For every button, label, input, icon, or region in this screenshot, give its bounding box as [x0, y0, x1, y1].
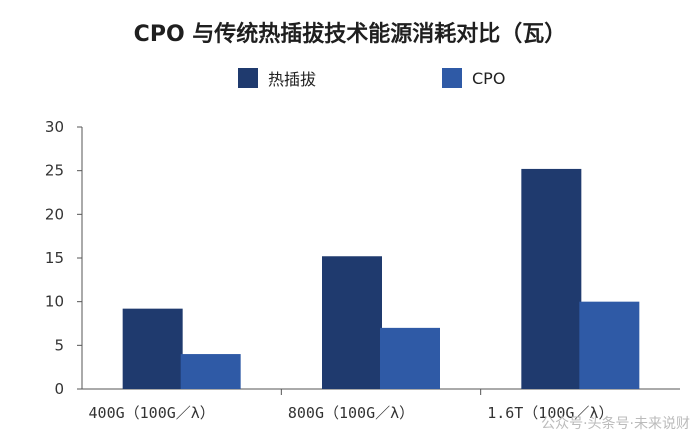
bar-CPO-0 — [180, 354, 241, 389]
x-tick-label-1: 800G（100G／λ） — [288, 404, 414, 422]
y-tick-label-6: 30 — [45, 118, 64, 136]
legend-label-hot-plug: 热插拔 — [268, 70, 317, 89]
y-tick-label-4: 20 — [45, 205, 64, 223]
legend-swatch-hot-plug — [238, 68, 258, 88]
watermark: 公众号·头条号·未来说财 — [541, 416, 690, 432]
y-tick-label-1: 5 — [54, 336, 64, 354]
y-tick-label-2: 10 — [45, 293, 64, 311]
bar-热插拔-0 — [122, 308, 183, 389]
y-tick-label-5: 25 — [45, 162, 64, 180]
x-tick-label-0: 400G（100G／λ） — [89, 404, 215, 422]
x-tick-label-2: 1.6T（100G／λ） — [487, 404, 613, 422]
y-tick-label-3: 15 — [45, 249, 64, 267]
bar-热插拔-1 — [322, 256, 382, 389]
legend-item-hot-plug: 热插拔 — [238, 66, 316, 90]
bar-CPO-1 — [380, 327, 440, 389]
y-tick-label-0: 0 — [54, 380, 64, 398]
bar-CPO-2 — [579, 301, 640, 389]
chart-title: CPO 与传统热插拔技术能源消耗对比（瓦） — [133, 22, 567, 47]
legend-label-cpo: CPO — [472, 68, 506, 88]
legend-item-cpo: CPO — [442, 66, 505, 90]
legend-swatch-cpo — [442, 68, 462, 88]
bar-热插拔-2 — [521, 168, 582, 389]
